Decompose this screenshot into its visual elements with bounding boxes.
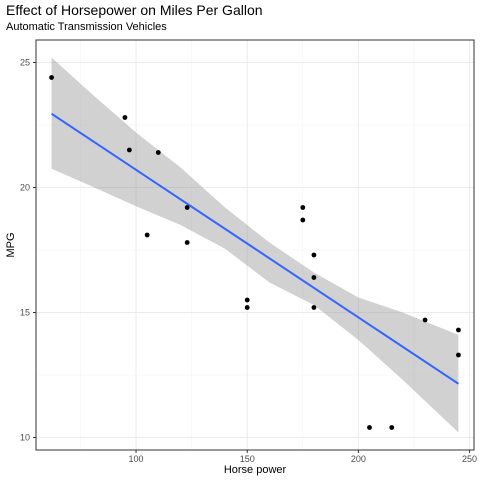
data-points <box>49 75 461 430</box>
data-point <box>300 205 306 210</box>
data-point <box>244 297 250 303</box>
data-point <box>456 327 461 333</box>
y-tick-label: 20 <box>20 183 30 193</box>
x-tick-label: 200 <box>351 454 366 464</box>
x-tick-label: 150 <box>240 454 255 464</box>
x-tick-label: 100 <box>129 454 144 464</box>
confidence-band <box>51 57 459 433</box>
data-point <box>300 217 306 223</box>
chart-subtitle: Automatic Transmission Vehicles <box>6 21 167 33</box>
data-point <box>122 115 128 120</box>
y-axis-title: MPG <box>5 232 17 257</box>
x-axis-ticks: 100 150 200 250 <box>129 450 477 464</box>
y-tick-label: 25 <box>20 58 30 68</box>
plot-panel <box>36 40 474 450</box>
data-point <box>49 75 54 80</box>
data-point <box>389 425 395 430</box>
y-tick-label: 15 <box>20 308 30 318</box>
minor-gridlines <box>36 40 474 450</box>
data-point <box>311 252 317 258</box>
data-point <box>456 352 461 358</box>
major-gridlines <box>36 40 474 450</box>
data-point <box>184 205 190 210</box>
chart-title: Effect of Horsepower on Miles Per Gallon <box>6 2 263 18</box>
y-tick-label: 10 <box>20 433 30 443</box>
y-axis-ticks: 10 15 20 25 <box>20 58 36 443</box>
data-point <box>311 275 317 280</box>
data-point <box>367 425 372 430</box>
data-point <box>155 150 161 155</box>
x-axis-title: Horse power <box>224 464 287 476</box>
panel-border <box>35 39 475 451</box>
data-point <box>144 232 150 238</box>
data-point <box>244 305 250 310</box>
data-point <box>422 317 428 323</box>
x-tick-label: 250 <box>462 454 477 464</box>
regression-line <box>51 112 459 385</box>
data-point <box>311 305 317 310</box>
data-point <box>126 147 132 153</box>
data-point <box>184 240 190 245</box>
